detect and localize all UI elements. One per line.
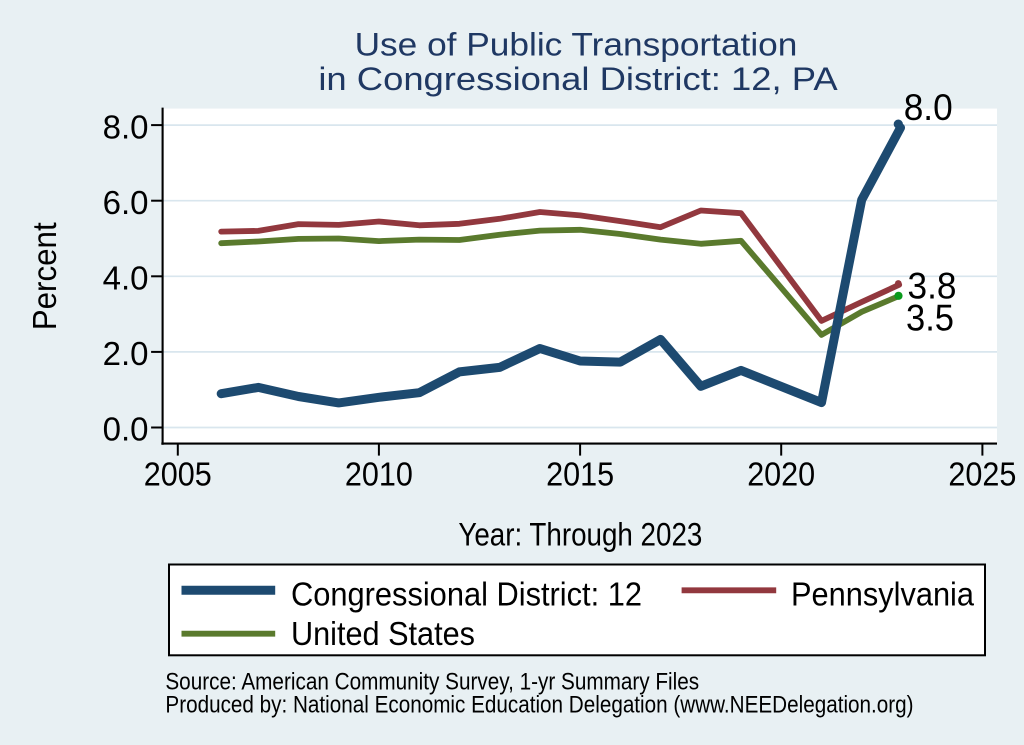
svg-text:8.0: 8.0 bbox=[103, 108, 149, 145]
svg-text:Pennsylvania: Pennsylvania bbox=[791, 575, 975, 612]
svg-text:2005: 2005 bbox=[144, 456, 212, 493]
svg-text:United States: United States bbox=[291, 615, 475, 652]
svg-text:8.0: 8.0 bbox=[904, 87, 953, 128]
svg-text:Use of Public Transportation: Use of Public Transportation bbox=[355, 28, 798, 63]
svg-text:Year: Through 2023: Year: Through 2023 bbox=[458, 518, 702, 553]
svg-text:2.0: 2.0 bbox=[103, 335, 149, 372]
svg-text:3.8: 3.8 bbox=[908, 266, 957, 307]
svg-text:Source: American Community Sur: Source: American Community Survey, 1-yr … bbox=[165, 668, 699, 695]
svg-text:3.5: 3.5 bbox=[906, 297, 954, 338]
svg-text:2025: 2025 bbox=[948, 456, 1016, 493]
svg-text:4.0: 4.0 bbox=[103, 260, 149, 297]
svg-text:2020: 2020 bbox=[747, 456, 815, 493]
svg-text:Percent: Percent bbox=[26, 222, 63, 330]
svg-text:2010: 2010 bbox=[345, 456, 413, 493]
svg-text:2015: 2015 bbox=[546, 456, 614, 493]
svg-text:6.0: 6.0 bbox=[103, 184, 149, 221]
svg-text:0.0: 0.0 bbox=[103, 411, 149, 448]
svg-text:in Congressional District: 12,: in Congressional District: 12, PA bbox=[318, 62, 837, 97]
svg-text:Produced by: National Economic: Produced by: National Economic Education… bbox=[165, 691, 913, 718]
svg-text:Congressional District: 12: Congressional District: 12 bbox=[291, 575, 642, 612]
